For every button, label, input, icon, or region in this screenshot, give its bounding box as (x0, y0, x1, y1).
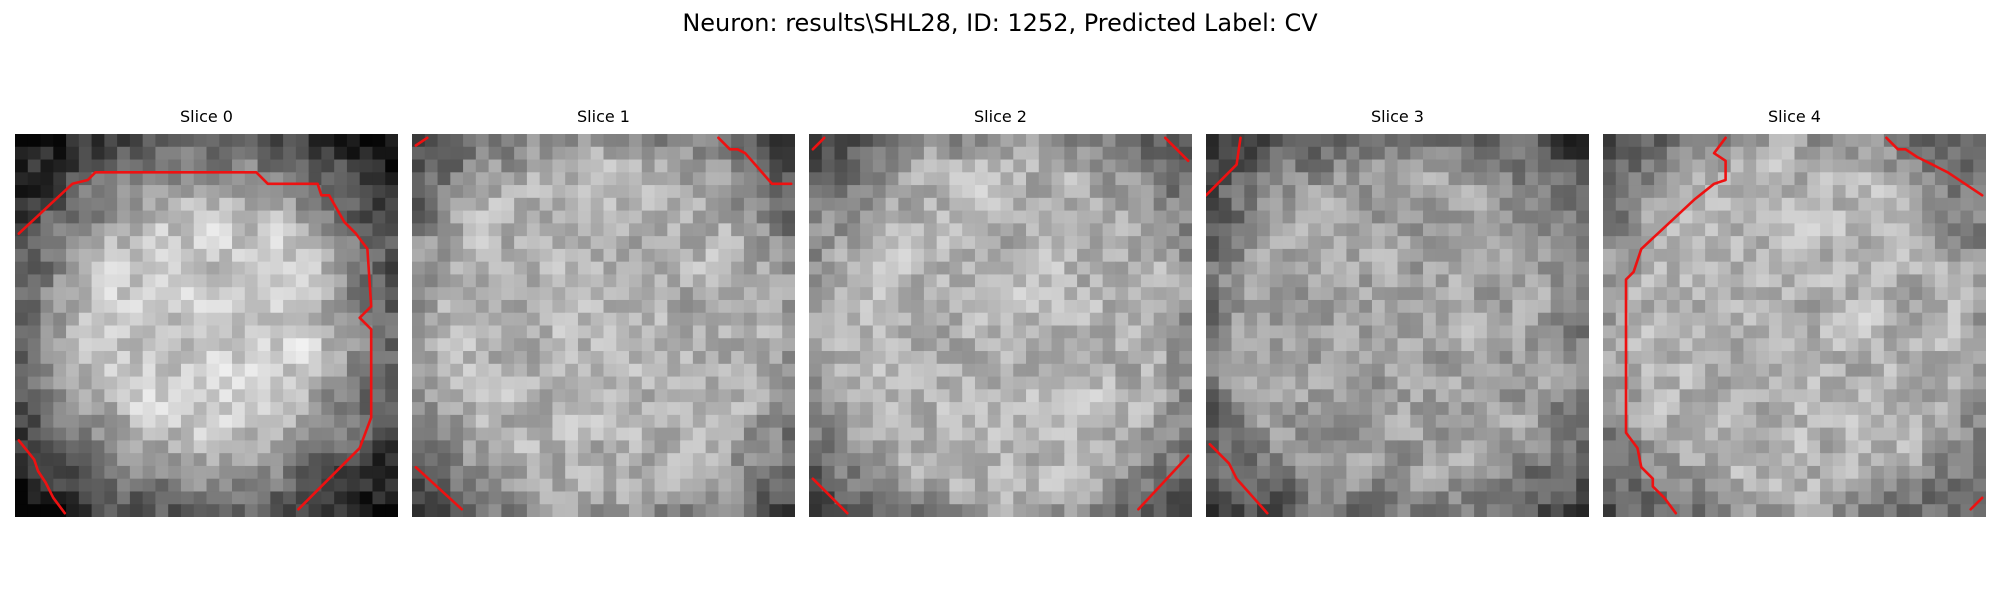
contour-line-3-0 (1206, 136, 1242, 197)
slice-pixels-1 (412, 134, 795, 517)
contour-line-1-2 (414, 465, 464, 511)
slice-title-0: Slice 0 (180, 107, 233, 126)
contour-line-1-1 (414, 136, 429, 147)
slice-image-3 (1206, 134, 1589, 517)
contour-line-2-0 (811, 136, 826, 151)
slice-image-0 (15, 134, 398, 517)
slice-title-2: Slice 2 (974, 107, 1027, 126)
slice-pixels-2 (809, 134, 1192, 517)
slice-panel-4: Slice 4 (1603, 107, 1986, 517)
slice-title-1: Slice 1 (577, 107, 630, 126)
slice-panel-3: Slice 3 (1206, 107, 1589, 517)
slice-title-4: Slice 4 (1768, 107, 1821, 126)
contour-line-4-1 (1885, 136, 1984, 197)
slice-panel-2: Slice 2 (809, 107, 1192, 517)
contour-line-4-2 (1969, 496, 1984, 511)
contour-line-4-0 (1624, 136, 1727, 515)
slice-pixels-0 (15, 134, 398, 517)
contour-line-1-0 (717, 136, 793, 186)
slice-image-4 (1603, 134, 1986, 517)
slice-title-3: Slice 3 (1371, 107, 1424, 126)
contour-line-3-1 (1208, 442, 1269, 515)
slice-pixels-4 (1603, 134, 1986, 517)
slice-image-2 (809, 134, 1192, 517)
contour-line-2-2 (811, 477, 849, 515)
slice-image-1 (412, 134, 795, 517)
slice-panel-1: Slice 1 (412, 107, 795, 517)
slice-pixels-3 (1206, 134, 1589, 517)
figure-title: Neuron: results\SHL28, ID: 1252, Predict… (682, 9, 1318, 37)
contour-line-0-1 (17, 439, 67, 515)
contour-line-0-0 (17, 170, 373, 511)
contour-line-2-1 (1163, 136, 1190, 163)
slice-panel-0: Slice 0 (15, 107, 398, 517)
contour-line-2-3 (1137, 454, 1190, 511)
